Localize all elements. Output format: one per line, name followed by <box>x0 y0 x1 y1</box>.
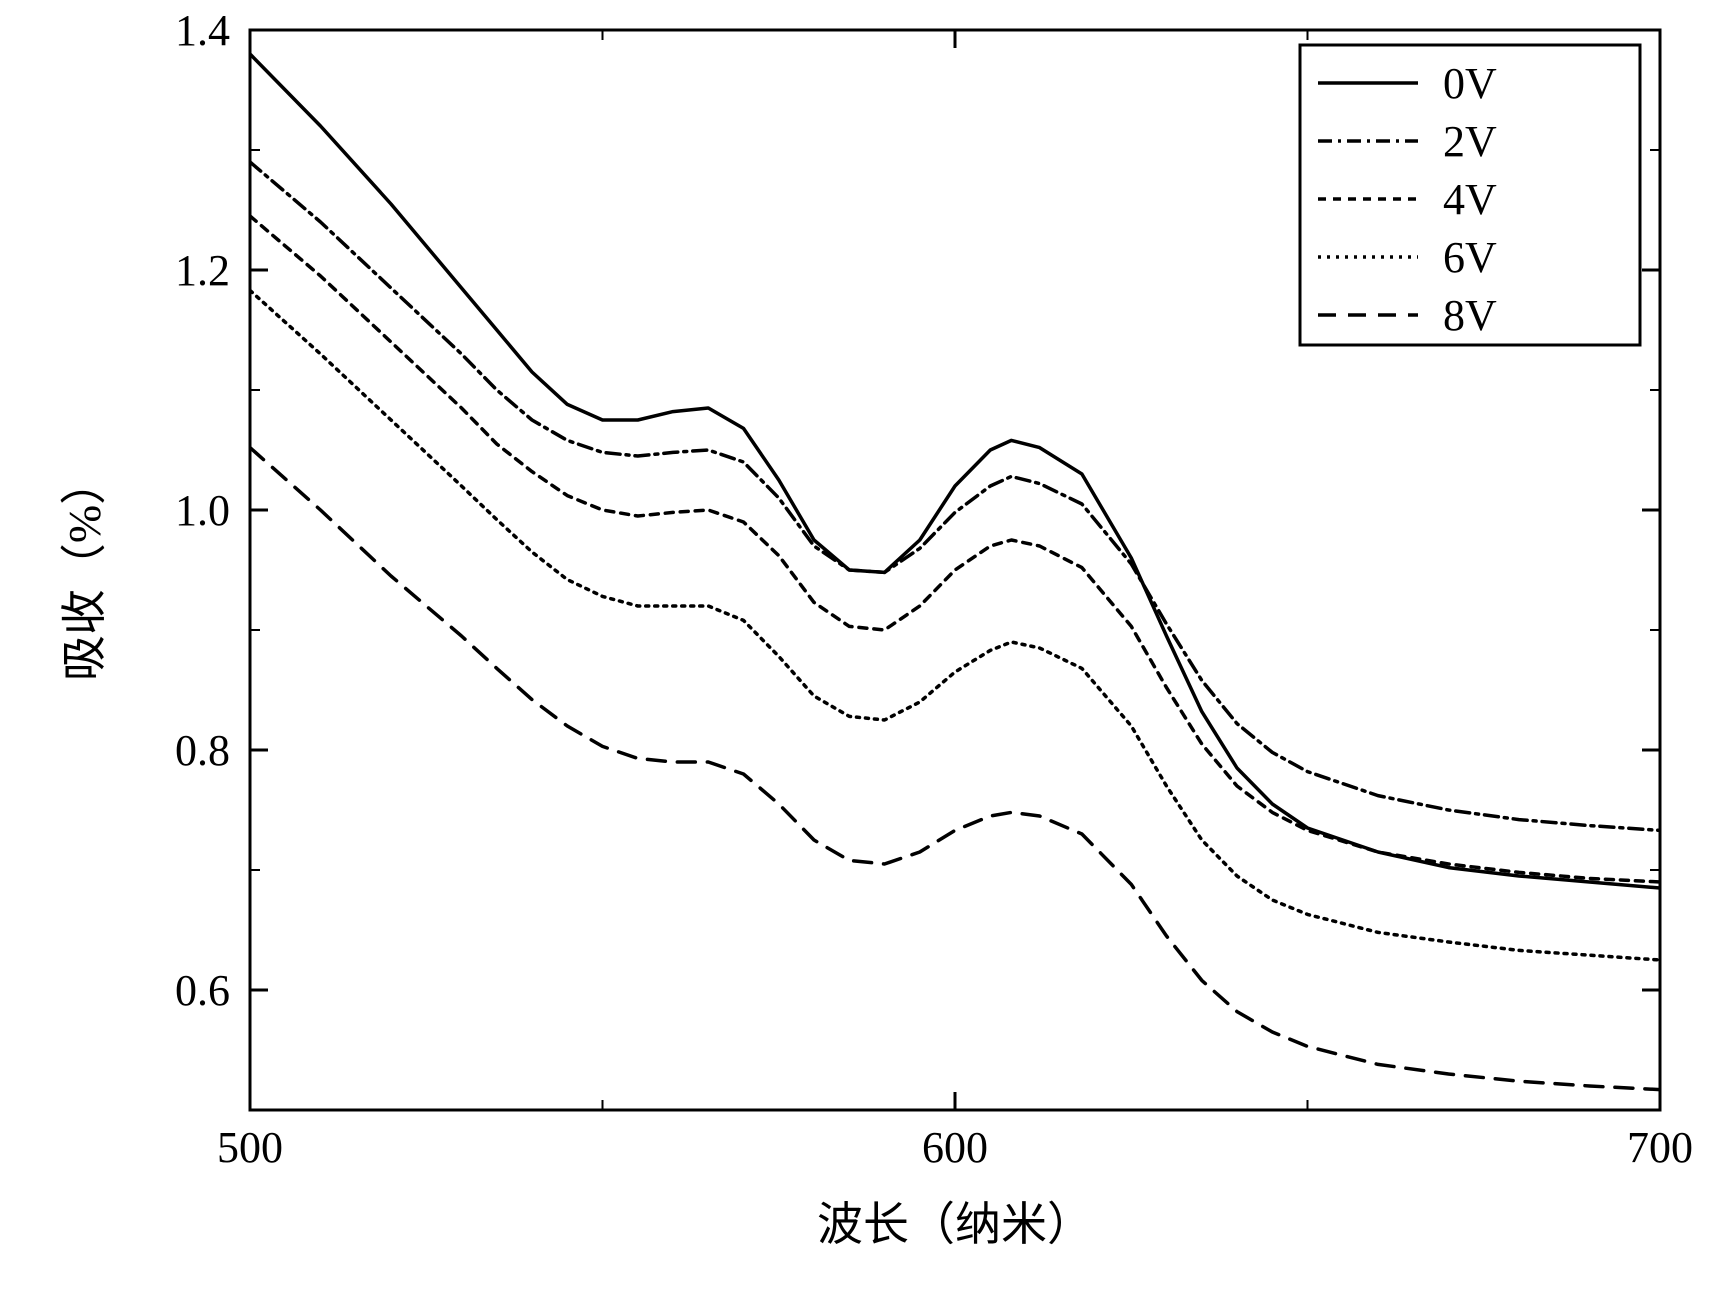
series-8V <box>250 448 1660 1090</box>
legend-label-2V: 2V <box>1443 117 1497 166</box>
legend-label-4V: 4V <box>1443 175 1497 224</box>
legend-label-0V: 0V <box>1443 59 1497 108</box>
y-tick-label: 0.8 <box>175 726 230 775</box>
chart-container: 500 600 700 0.6 0.8 1.0 1.2 1.4 波长（纳米） 吸收（%） 0V 2V 4… <box>0 0 1721 1312</box>
x-axis-title: 波长（纳米） <box>817 1199 1093 1250</box>
x-tick-label: 500 <box>217 1123 283 1172</box>
legend-label-8V: 8V <box>1443 291 1497 340</box>
y-tick-label: 1.4 <box>175 6 230 55</box>
y-tick-label: 0.6 <box>175 966 230 1015</box>
series-6V <box>250 290 1660 960</box>
y-tick-label: 1.2 <box>175 246 230 295</box>
legend-label-6V: 6V <box>1443 233 1497 282</box>
absorption-spectrum-chart: 500 600 700 0.6 0.8 1.0 1.2 1.4 波长（纳米） 吸收（%） 0V 2V 4… <box>0 0 1721 1312</box>
x-tick-label: 600 <box>922 1123 988 1172</box>
y-axis-title: 吸收（%） <box>59 459 110 681</box>
y-tick-label: 1.0 <box>175 486 230 535</box>
x-tick-label: 700 <box>1627 1123 1693 1172</box>
